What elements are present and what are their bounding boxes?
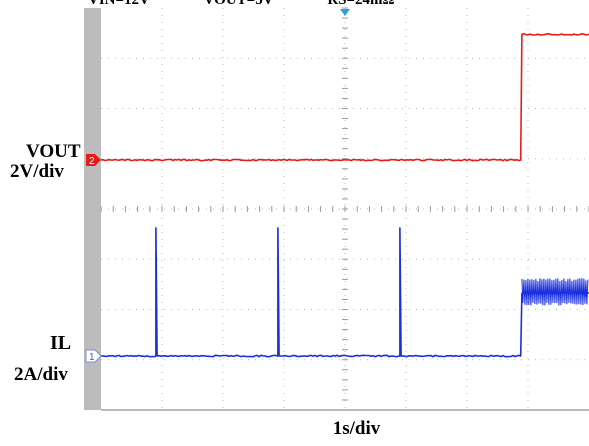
vout-marker-number: 2 (89, 156, 95, 167)
timebase-text: 1s/div (333, 418, 381, 439)
conditions-header: VIN=12V VOUT=5V RS=24mΩ (88, 0, 445, 9)
vin-label: VIN=12V (88, 0, 150, 9)
il-marker-number: 1 (89, 352, 95, 363)
rs-label: RS=24mΩ (327, 0, 394, 9)
vout-condition-label: VOUT=5V (204, 0, 274, 9)
il-channel-scale: 2A/div (14, 364, 68, 386)
vout-channel-name: VOUT (26, 141, 81, 163)
vout-channel-scale: 2V/div (10, 161, 64, 183)
il-channel-name: IL (50, 332, 71, 355)
timebase-label: 1s/div (0, 418, 589, 440)
